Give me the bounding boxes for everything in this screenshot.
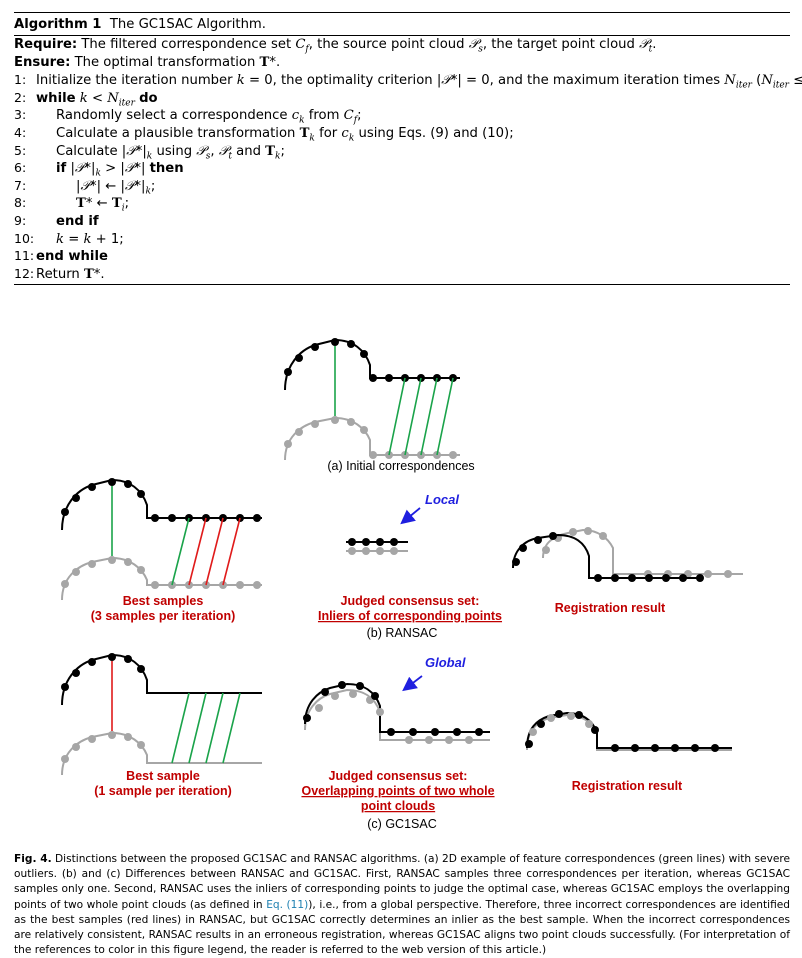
gc1sac-best-label-1: Best sample (126, 769, 200, 783)
panel-b-caption: (b) RANSAC (367, 626, 438, 640)
algorithm-title: Algorithm 1 The GC1SAC Algorithm. (14, 17, 266, 32)
panel-c-best-sample-diagram (61, 653, 262, 776)
algorithm-line-12: 12: Return T*. (14, 265, 105, 282)
algorithm-line-11: 11: end while (14, 248, 108, 265)
local-label: Local (425, 492, 459, 507)
algorithm-line-6: 6: if |𝒫*|k > |𝒫*| then (14, 160, 184, 179)
ransac-best-label-2: (3 samples per iteration) (91, 609, 236, 623)
figure-caption: Fig. 4. Distinctions between the propose… (14, 853, 791, 957)
panel-b-local-diagram (346, 507, 421, 555)
panel-c-registration-result-diagram (525, 710, 732, 752)
panel-a-source-cloud (284, 416, 460, 461)
figure-4: (a) Initial correspondences Best samples… (61, 338, 743, 831)
gc1sac-judged-label-2: Overlapping points of two whole (301, 784, 494, 798)
algorithm-line-5: 5: Calculate |𝒫*|k using 𝒫s, 𝒫t and Tk; (14, 142, 285, 162)
panel-b-best-samples-diagram (61, 478, 262, 601)
global-label: Global (425, 655, 466, 670)
algorithm-line-10: 10: k = k + 1; (14, 230, 124, 247)
gc1sac-best-label-2: (1 sample per iteration) (94, 784, 232, 798)
gc1sac-result-label: Registration result (572, 779, 683, 793)
algorithm-ensure: Ensure: The optimal transformation T*. (14, 54, 281, 70)
panel-c-global-diagram (303, 675, 490, 744)
algorithm-line-3: 3: Randomly select a correspondence ck fr… (14, 107, 362, 127)
algorithm-line-9: 9: end if (14, 212, 99, 229)
algorithm-line-4: 4: Calculate a plausible transformation T… (14, 124, 514, 144)
algorithm-box: Algorithm 1 The GC1SAC Algorithm. Requir… (14, 12, 802, 286)
panel-a-correspondences (334, 346, 454, 456)
algorithm-line-7: 7: |𝒫*| ← |𝒫*|k; (14, 177, 156, 197)
panel-a-diagram (284, 338, 460, 461)
algorithm-line-8: 8: T* ← Ti; (14, 195, 130, 214)
ransac-judged-label-2: Inliers of corresponding points (318, 609, 502, 623)
algorithm-line-2: 2: while k < Niter do (14, 89, 158, 109)
panel-a-target-cloud (284, 338, 460, 391)
eq-11-link[interactable]: Eq. (11) (266, 898, 309, 911)
panel-a-caption: (a) Initial correspondences (327, 459, 474, 473)
gc1sac-judged-label-1: Judged consensus set: (329, 769, 468, 783)
panel-b-registration-result-diagram (512, 527, 743, 582)
ransac-result-label: Registration result (555, 601, 666, 615)
ransac-best-label-1: Best samples (123, 594, 204, 608)
ransac-judged-label-1: Judged consensus set: (341, 594, 480, 608)
algorithm-require: Require: The filtered correspondence set… (14, 37, 657, 55)
panel-c-caption: (c) GC1SAC (367, 817, 436, 831)
gc1sac-judged-label-3: point clouds (361, 799, 435, 813)
